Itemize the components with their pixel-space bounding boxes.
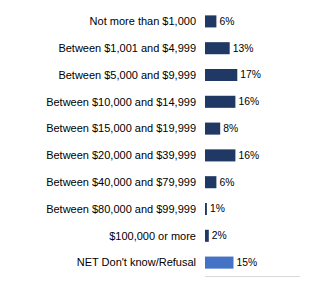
svg-text:16%: 16% [238, 150, 259, 161]
svg-text:Between $80,000 and $99,999: Between $80,000 and $99,999 [46, 203, 196, 215]
svg-text:15%: 15% [237, 257, 258, 268]
svg-text:Between $1,001 and $4,999: Between $1,001 and $4,999 [58, 42, 196, 54]
svg-text:$100,000 or more: $100,000 or more [109, 230, 196, 242]
svg-text:Between $5,000 and $9,999: Between $5,000 and $9,999 [58, 69, 196, 81]
svg-text:6%: 6% [219, 16, 234, 27]
svg-text:Between $10,000 and $14,999: Between $10,000 and $14,999 [46, 96, 196, 108]
svg-text:Between $20,000 and $39,999: Between $20,000 and $39,999 [46, 149, 196, 161]
svg-text:NET Don't know/Refusal: NET Don't know/Refusal [77, 256, 196, 268]
svg-text:16%: 16% [238, 96, 259, 107]
svg-text:Not more than $1,000: Not more than $1,000 [90, 15, 196, 27]
svg-text:8%: 8% [223, 123, 238, 134]
svg-text:13%: 13% [233, 43, 254, 54]
svg-text:Between $15,000 and $19,999: Between $15,000 and $19,999 [46, 122, 196, 134]
svg-text:1%: 1% [210, 203, 225, 214]
svg-text:6%: 6% [219, 177, 234, 188]
svg-text:Between $40,000 and $79,999: Between $40,000 and $79,999 [46, 176, 196, 188]
svg-text:17%: 17% [240, 69, 261, 80]
svg-text:2%: 2% [212, 230, 227, 241]
